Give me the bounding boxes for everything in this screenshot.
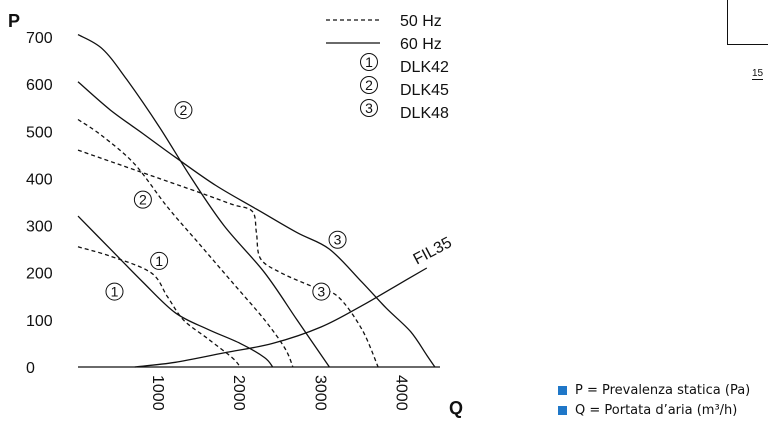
- x-tick-labels: 1000 2000 3000 4000: [149, 375, 409, 411]
- marker-number: 3: [334, 232, 342, 248]
- legend-label: DLK42: [400, 59, 449, 76]
- curve-markers: 1 1 2 2 3 3: [105, 101, 347, 301]
- y-tick-label: 700: [26, 30, 53, 47]
- legend-entry: 1 DLK42: [360, 53, 449, 76]
- curve-model-1-50hz: [77, 246, 241, 368]
- curve-marker: 2: [133, 190, 152, 209]
- y-tick-label: 200: [26, 266, 53, 283]
- curve-marker: 1: [150, 251, 169, 270]
- legend-label: 50 Hz: [400, 13, 442, 30]
- marker-circle: [328, 230, 347, 249]
- y-tick-label: 0: [26, 360, 35, 377]
- legend-marker-number: 1: [365, 54, 373, 70]
- marker-number: 1: [111, 284, 119, 300]
- marker-number: 2: [180, 102, 188, 118]
- curve-fil35: [134, 267, 428, 368]
- marker-circle: [133, 190, 152, 209]
- legend-label: 60 Hz: [400, 36, 442, 53]
- curve-model-1-60hz: [77, 215, 274, 368]
- x-tick-label: 1000: [149, 375, 166, 411]
- curve-model-2-60hz: [77, 34, 330, 368]
- x-tick-label: 4000: [392, 375, 409, 411]
- y-tick-label: 400: [26, 171, 53, 188]
- y-tick-label: 600: [26, 77, 53, 94]
- note-airflow-text: Q = Portata d’aria (m³/h): [575, 402, 738, 418]
- x-tick-label: 2000: [230, 375, 247, 411]
- legend-entry: 60 Hz: [326, 36, 442, 53]
- variable-notes: P = Prevalenza statica (Pa) Q = Portata …: [558, 380, 750, 420]
- y-tick-labels: 0 100 200 300 400 500 600 700: [26, 30, 53, 377]
- y-tick-label: 300: [26, 219, 53, 236]
- marker-number: 3: [317, 284, 325, 300]
- curve-model-3-60hz: [77, 81, 436, 368]
- curve-model-3-50hz: [77, 149, 379, 368]
- cropped-figure-box: [727, 0, 768, 45]
- note-airflow: Q = Portata d’aria (m³/h): [558, 400, 750, 420]
- legend-entry: 2 DLK45: [360, 76, 449, 99]
- cropped-figure-number: 15: [752, 68, 764, 80]
- marker-circle: [105, 282, 124, 301]
- legend-entry: 50 Hz: [326, 13, 442, 30]
- marker-circle: [174, 101, 193, 120]
- legend-marker-circle: [360, 53, 378, 71]
- legend-marker-circle: [360, 99, 378, 117]
- legend-label: DLK48: [400, 105, 449, 122]
- curve-marker: 3: [328, 230, 347, 249]
- legend-marker-number: 3: [365, 100, 373, 116]
- legend: 50 Hz 60 Hz 1 DLK42 2 DLK45 3 DLK48: [326, 13, 449, 122]
- curve-marker: 2: [174, 101, 193, 120]
- curve-marker: 3: [312, 282, 331, 301]
- square-bullet-icon: [558, 405, 567, 415]
- y-tick-label: 500: [26, 124, 53, 141]
- legend-entry: 3 DLK48: [360, 99, 449, 122]
- curves: [77, 34, 436, 368]
- note-pressure: P = Prevalenza statica (Pa): [558, 380, 750, 400]
- curve-marker: 1: [105, 282, 124, 301]
- marker-number: 1: [155, 253, 163, 269]
- marker-circle: [150, 251, 169, 270]
- fil35-label: FIL35: [411, 234, 455, 268]
- note-pressure-text: P = Prevalenza statica (Pa): [575, 382, 751, 398]
- annotations: FIL35: [411, 234, 455, 268]
- legend-marker-circle: [360, 76, 378, 94]
- curve-model-2-50hz: [77, 118, 294, 368]
- marker-number: 2: [139, 192, 147, 208]
- x-tick-label: 3000: [311, 375, 328, 411]
- y-tick-label: 100: [26, 313, 53, 330]
- y-axis-label: P: [8, 11, 20, 31]
- legend-marker-number: 2: [365, 77, 373, 93]
- legend-label: DLK45: [400, 82, 449, 99]
- x-axis-label: Q: [449, 398, 463, 418]
- marker-circle: [312, 282, 331, 301]
- square-bullet-icon: [558, 385, 567, 395]
